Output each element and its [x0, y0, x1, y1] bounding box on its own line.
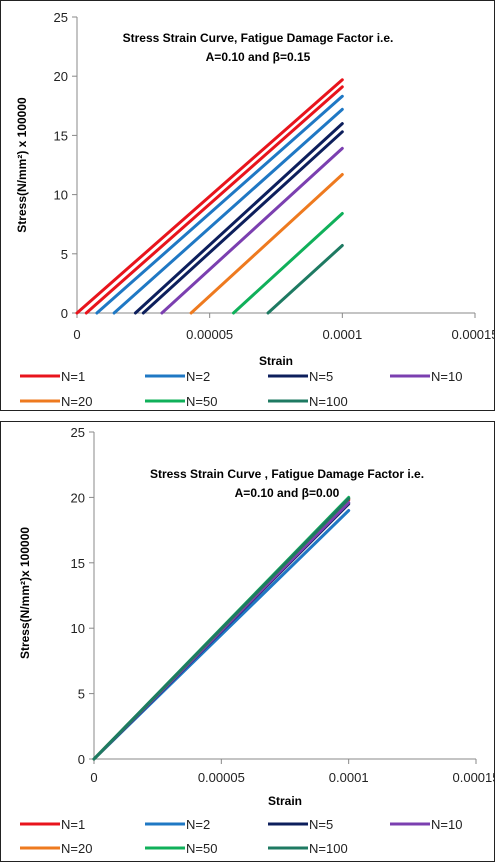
- legend-item: N=50: [145, 841, 217, 856]
- chart-frame: [0, 421, 495, 862]
- legend-item: N=50: [145, 394, 217, 409]
- legend-item: N=2: [145, 817, 210, 832]
- y-tick-label: 5: [61, 247, 68, 262]
- legend-item: N=100: [268, 841, 348, 856]
- legend-label: N=5: [309, 817, 333, 832]
- series-line-n-1: [84, 85, 344, 315]
- series-line-n-1: [75, 78, 344, 315]
- y-tick-label: 5: [78, 687, 85, 702]
- chart-title: A=0.10 and β=0.15: [206, 50, 311, 64]
- legend-label: N=50: [186, 394, 217, 409]
- y-axis-label: Stress(N/mm²)x 100000: [18, 527, 32, 659]
- x-tick-label: 0.00015: [453, 770, 496, 785]
- series-line-n-10: [160, 146, 344, 315]
- legend-item: N=2: [145, 369, 210, 384]
- series-line-n-100: [92, 497, 351, 761]
- chart-title: Stress Strain Curve , Fatigue Damage Fac…: [150, 467, 424, 481]
- legend-item: N=5: [268, 817, 333, 832]
- x-axis-label: Strain: [268, 794, 302, 808]
- legend-item: N=1: [20, 817, 85, 832]
- series-line-n-100: [266, 244, 344, 315]
- x-tick-label: 0.00015: [452, 327, 496, 342]
- x-tick-label: 0.0001: [329, 770, 369, 785]
- y-tick-label: 0: [78, 752, 85, 767]
- x-tick-label: 0.0001: [322, 327, 362, 342]
- legend-label: N=10: [431, 369, 462, 384]
- y-tick-label: 10: [71, 621, 85, 636]
- legend-item: N=100: [268, 394, 348, 409]
- series-line-n-2: [95, 94, 344, 315]
- legend-label: N=20: [61, 394, 92, 409]
- y-tick-label: 25: [54, 10, 68, 25]
- legend-item: N=1: [20, 369, 85, 384]
- x-tick-label: 0: [73, 327, 80, 342]
- y-tick-label: 0: [61, 306, 68, 321]
- legend-label: N=100: [309, 841, 348, 856]
- chart-2: 0 5 10 15 20 25 0 0.00005 0.0001 0.00015 Stress St…: [0, 421, 495, 862]
- chart-panel-1: 0 5 10 15 20 25 0 0.00005 0.0001 0.00015 Stress St…: [0, 0, 495, 411]
- legend-label: N=1: [61, 369, 85, 384]
- y-tick-label: 15: [71, 556, 85, 571]
- x-axis-label: Strain: [259, 354, 293, 368]
- x-tick-label: 0.00005: [198, 770, 245, 785]
- legend-label: N=2: [186, 369, 210, 384]
- y-tick-label: 20: [54, 69, 68, 84]
- legend-label: N=50: [186, 841, 217, 856]
- series-line-n-50: [232, 212, 344, 315]
- chart-title: Stress Strain Curve, Fatigue Damage Fact…: [123, 31, 394, 45]
- series-line-n-2: [112, 107, 344, 315]
- legend-label: N=1: [61, 817, 85, 832]
- y-axis-label: Stress(N/mm²) x 100000: [15, 97, 29, 233]
- series-line-n-5: [133, 122, 344, 315]
- series-line-n-5: [141, 130, 344, 315]
- chart-panel-2: 0 5 10 15 20 25 0 0.00005 0.0001 0.00015 Stress St…: [0, 421, 495, 862]
- y-tick-label: 25: [71, 425, 85, 440]
- legend-label: N=2: [186, 817, 210, 832]
- x-tick-label: 0.00005: [186, 327, 233, 342]
- y-tick-label: 15: [54, 128, 68, 143]
- y-tick-label: 10: [54, 188, 68, 203]
- legend-label: N=10: [431, 817, 462, 832]
- legend-label: N=5: [309, 369, 333, 384]
- legend-item: N=5: [268, 369, 333, 384]
- legend-item: N=20: [20, 841, 92, 856]
- series-line-n-20: [189, 173, 344, 315]
- legend-label: N=20: [61, 841, 92, 856]
- legend-item: N=20: [20, 394, 92, 409]
- chart-1: 0 5 10 15 20 25 0 0.00005 0.0001 0.00015 Stress St…: [0, 0, 495, 411]
- legend-label: N=100: [309, 394, 348, 409]
- chart-frame: [0, 0, 495, 411]
- x-tick-label: 0: [90, 770, 97, 785]
- legend-item: N=10: [390, 817, 462, 832]
- y-tick-label: 20: [71, 490, 85, 505]
- legend-item: N=10: [390, 369, 462, 384]
- chart-title: A=0.10 and β=0.00: [235, 486, 340, 500]
